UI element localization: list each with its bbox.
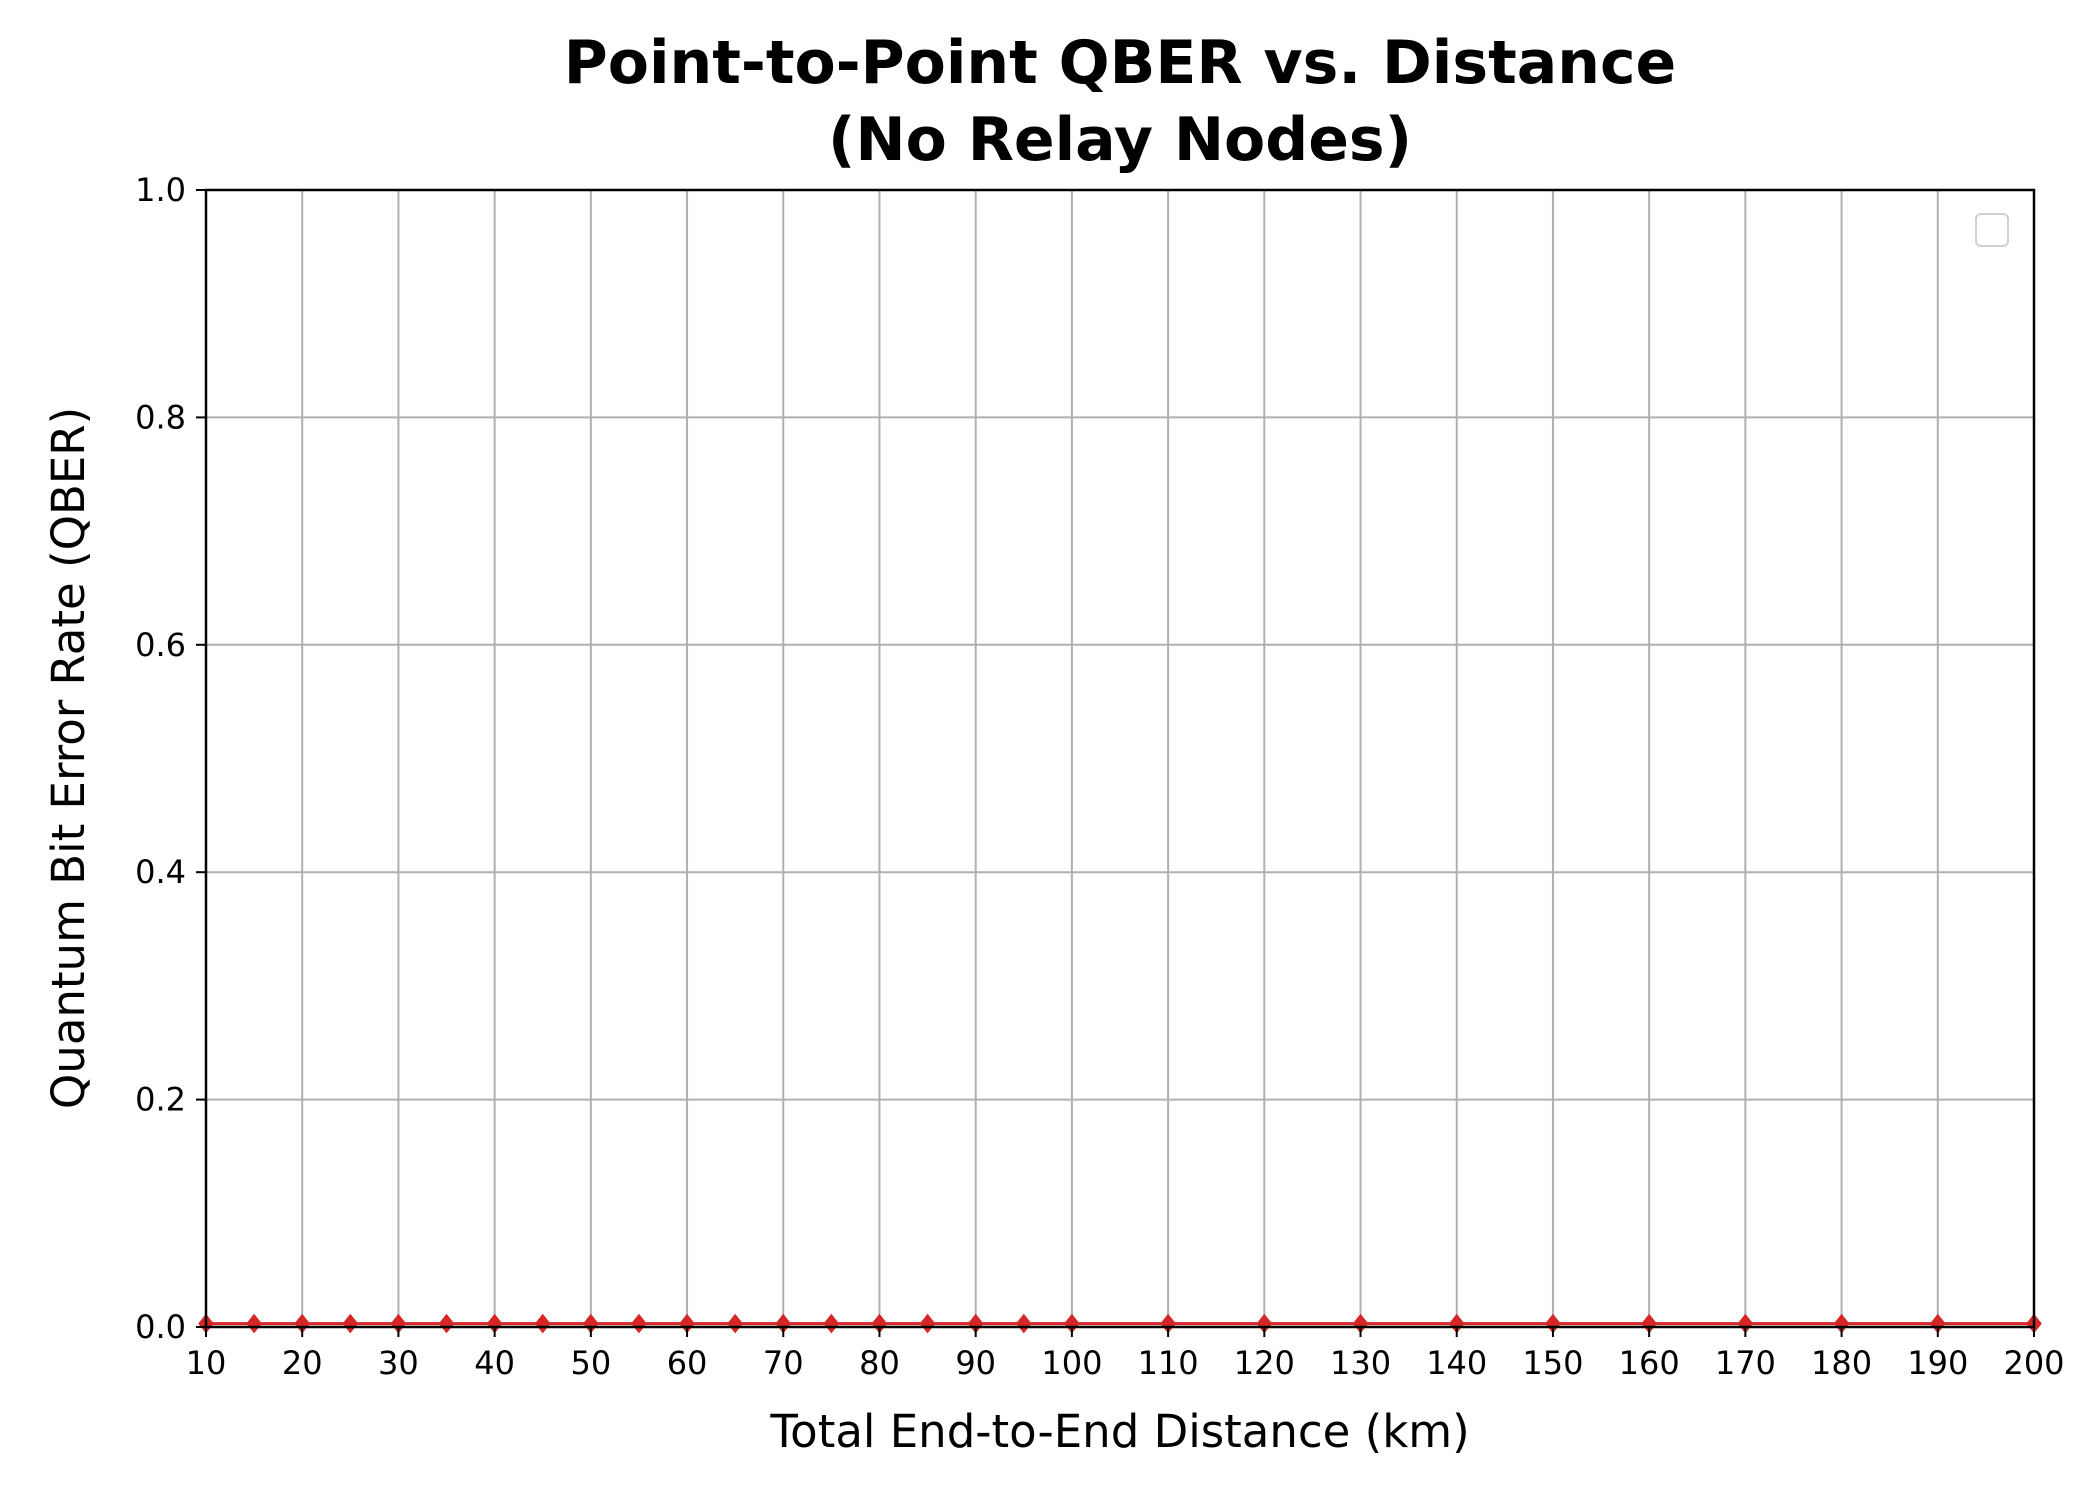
x-tick-label-80: 80 [859,1344,900,1382]
data-point-25 [342,1313,359,1334]
x-tick-label-90: 90 [955,1344,996,1382]
chart-title-line-2: (No Relay Nodes) [828,105,1412,175]
data-point-45 [534,1313,551,1334]
x-tick-label-20: 20 [282,1344,323,1382]
data-point-15 [246,1313,262,1334]
series-layer [198,1313,2042,1334]
x-tick-label-140: 140 [1426,1344,1487,1382]
legend-box [1975,213,2009,247]
chart-title-line-1: Point-to-Point QBER vs. Distance [564,28,1676,98]
y-axis-label: Quantum Bit Error Rate (QBER) [42,407,95,1109]
x-tick-label-160: 160 [1619,1344,1680,1382]
y-tick-label-1: 0.2 [135,1081,186,1119]
x-tick-label-190: 190 [1907,1344,1968,1382]
y-tick-label-3: 0.6 [135,626,186,664]
x-tick-label-70: 70 [763,1344,804,1382]
data-point-65 [727,1313,743,1334]
y-tick-label-2: 0.4 [135,853,186,891]
x-tick-label-110: 110 [1138,1344,1199,1382]
x-tick-label-40: 40 [474,1344,515,1382]
y-tick-label-5: 1.0 [135,171,186,209]
grid-lines [205,189,2035,1328]
x-axis-label: Total End-to-End Distance (km) [769,1405,1469,1458]
x-axis-ticks: 10 20 30 40 50 60 70 80 90 100 110 120 130 140 150 160 1… [186,1327,2065,1382]
x-tick-label-180: 180 [1811,1344,1872,1382]
data-point-35 [438,1313,455,1334]
plot-frame [204,188,2036,1329]
x-tick-label-30: 30 [378,1344,419,1382]
y-tick-label-4: 0.8 [135,398,186,436]
x-tick-label-100: 100 [1041,1344,1102,1382]
y-tick-label-0: 0.0 [135,1308,186,1346]
data-point-95 [1015,1313,1032,1334]
data-point-85 [919,1313,936,1334]
x-tick-label-170: 170 [1715,1344,1776,1382]
x-tick-label-130: 130 [1330,1344,1391,1382]
x-tick-label-150: 150 [1522,1344,1583,1382]
x-tick-label-50: 50 [570,1344,611,1382]
y-axis-ticks: 0.0 0.2 0.4 0.6 0.8 1.0 [135,171,206,1346]
x-tick-label-10: 10 [186,1344,227,1382]
x-tick-label-200: 200 [2003,1344,2064,1382]
data-point-55 [631,1313,647,1334]
x-tick-label-60: 60 [667,1344,708,1382]
data-point-75 [823,1313,840,1334]
x-tick-label-120: 120 [1234,1344,1295,1382]
